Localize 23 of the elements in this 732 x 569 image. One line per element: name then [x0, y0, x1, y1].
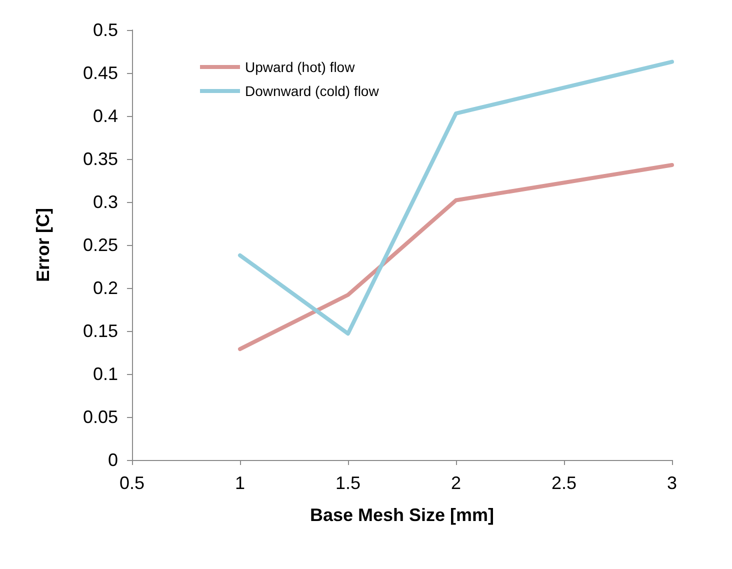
y-tick-label: 0.15	[82, 321, 118, 341]
x-tick-label: 0.5	[119, 473, 145, 493]
x-tick-label: 1.5	[335, 473, 361, 493]
legend-label: Upward (hot) flow	[245, 59, 356, 75]
line-series	[238, 163, 674, 352]
y-tick-label: 0.3	[92, 192, 118, 212]
y-tick-label: 0.25	[82, 235, 118, 255]
y-tick-label: 0.4	[92, 106, 118, 126]
y-tick-label: 0.05	[82, 407, 118, 427]
y-axis-title: Error [C]	[33, 208, 53, 282]
y-tick-label: 0.35	[82, 149, 118, 169]
line-series	[238, 60, 674, 336]
x-tick-label: 2	[450, 473, 462, 493]
x-axis-title: Base Mesh Size [mm]	[310, 505, 494, 525]
y-tick-label: 0.45	[82, 63, 118, 83]
x-tick-label: 2.5	[551, 473, 577, 493]
x-tick-label: 3	[666, 473, 678, 493]
legend-label: Downward (cold) flow	[245, 83, 380, 99]
y-tick-label: 0.2	[92, 278, 118, 298]
x-tick-label: 1	[234, 473, 246, 493]
y-tick-label: 0.5	[92, 20, 118, 40]
y-tick-label: 0.1	[92, 364, 118, 384]
y-tick-label: 0	[108, 450, 118, 470]
